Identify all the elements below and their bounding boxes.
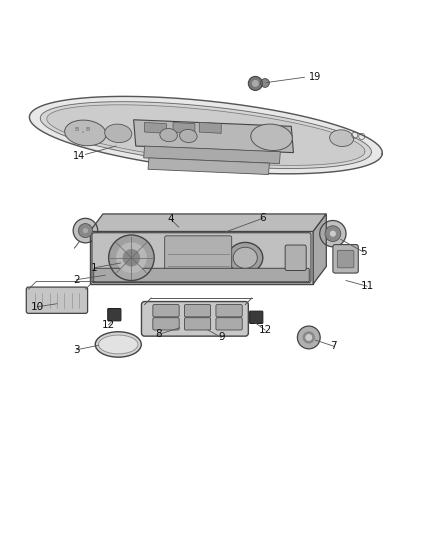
Circle shape xyxy=(83,228,88,233)
Text: ᵤ: ᵤ xyxy=(81,129,83,134)
Circle shape xyxy=(109,235,154,280)
FancyBboxPatch shape xyxy=(165,236,232,280)
Ellipse shape xyxy=(160,128,177,142)
Polygon shape xyxy=(134,120,293,152)
FancyBboxPatch shape xyxy=(153,304,179,317)
FancyBboxPatch shape xyxy=(337,251,354,268)
Polygon shape xyxy=(29,96,382,174)
Ellipse shape xyxy=(99,335,138,354)
FancyBboxPatch shape xyxy=(285,245,306,270)
FancyBboxPatch shape xyxy=(184,318,211,330)
FancyBboxPatch shape xyxy=(94,268,309,282)
Circle shape xyxy=(261,78,269,87)
FancyBboxPatch shape xyxy=(141,302,248,336)
Circle shape xyxy=(320,221,346,247)
Ellipse shape xyxy=(330,130,353,147)
Polygon shape xyxy=(47,105,365,165)
Ellipse shape xyxy=(251,124,292,150)
Polygon shape xyxy=(90,231,313,284)
Circle shape xyxy=(248,76,262,91)
Circle shape xyxy=(303,332,315,344)
FancyBboxPatch shape xyxy=(250,311,263,324)
Ellipse shape xyxy=(65,120,106,146)
Circle shape xyxy=(305,334,312,341)
Polygon shape xyxy=(173,123,195,133)
Ellipse shape xyxy=(180,130,197,142)
Text: 6: 6 xyxy=(259,213,266,223)
Polygon shape xyxy=(90,214,326,231)
Polygon shape xyxy=(145,123,166,133)
Text: 1: 1 xyxy=(91,263,98,273)
Text: 2: 2 xyxy=(73,274,80,285)
Text: 8: 8 xyxy=(155,329,162,340)
FancyBboxPatch shape xyxy=(216,318,242,330)
FancyBboxPatch shape xyxy=(153,318,179,330)
Ellipse shape xyxy=(105,124,132,143)
Circle shape xyxy=(297,326,320,349)
Text: 7: 7 xyxy=(330,341,337,351)
Text: B: B xyxy=(74,127,79,132)
Text: 9: 9 xyxy=(218,333,225,343)
Text: 10: 10 xyxy=(31,302,44,312)
FancyBboxPatch shape xyxy=(216,304,242,317)
FancyBboxPatch shape xyxy=(170,220,188,235)
FancyBboxPatch shape xyxy=(333,245,358,273)
Polygon shape xyxy=(144,146,280,164)
FancyBboxPatch shape xyxy=(169,252,188,258)
Polygon shape xyxy=(313,214,326,284)
Ellipse shape xyxy=(95,332,141,357)
Circle shape xyxy=(252,80,259,87)
Polygon shape xyxy=(40,102,371,168)
Circle shape xyxy=(123,249,140,266)
Circle shape xyxy=(78,223,92,238)
Circle shape xyxy=(325,226,341,241)
Ellipse shape xyxy=(233,247,257,268)
Text: 3: 3 xyxy=(73,345,80,355)
FancyBboxPatch shape xyxy=(92,233,311,282)
Ellipse shape xyxy=(228,243,263,273)
Circle shape xyxy=(116,243,147,273)
Text: 14: 14 xyxy=(73,151,85,161)
Text: 12: 12 xyxy=(102,320,115,330)
Circle shape xyxy=(330,231,336,237)
Text: 11: 11 xyxy=(360,281,374,291)
Text: 12: 12 xyxy=(258,325,272,335)
Circle shape xyxy=(73,219,98,243)
Polygon shape xyxy=(148,158,269,174)
Polygon shape xyxy=(199,123,221,133)
Text: 4: 4 xyxy=(167,214,174,224)
FancyBboxPatch shape xyxy=(26,287,88,313)
FancyBboxPatch shape xyxy=(108,309,121,321)
Text: 5: 5 xyxy=(360,247,367,257)
FancyBboxPatch shape xyxy=(184,304,211,317)
Text: B: B xyxy=(85,127,90,132)
Text: 19: 19 xyxy=(309,72,321,82)
